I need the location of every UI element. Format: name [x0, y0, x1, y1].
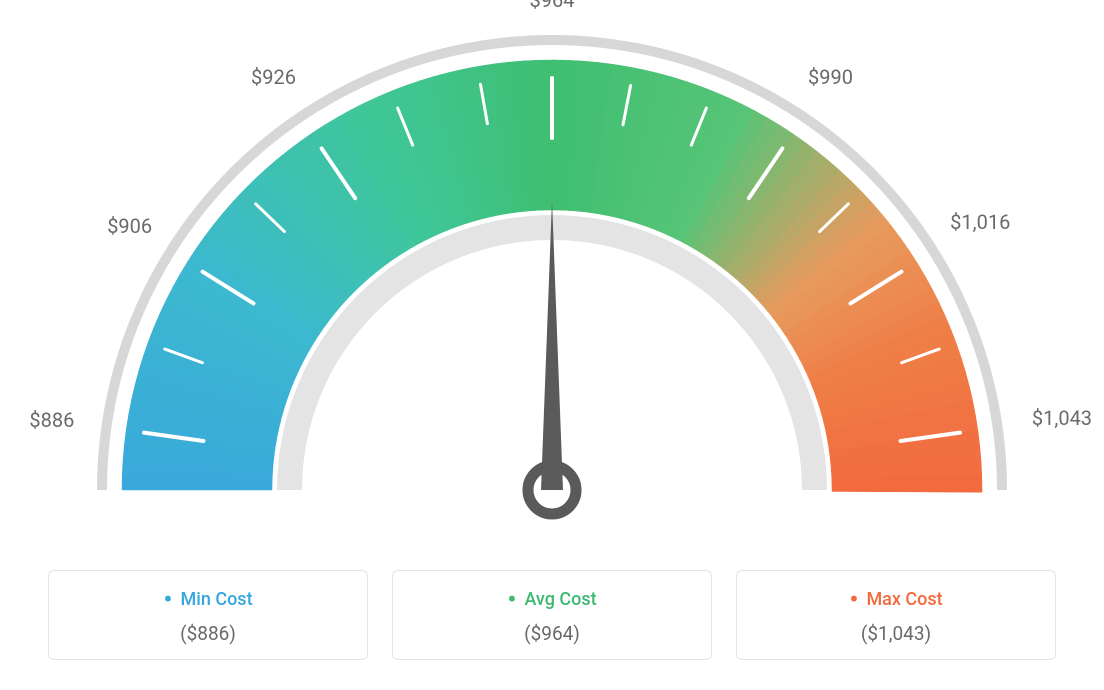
- gauge-tick-label: $906: [107, 214, 152, 238]
- gauge-tick-label: $1,016: [950, 210, 1010, 234]
- legend-min-label: Min Cost: [163, 589, 252, 610]
- legend-card-max: Max Cost ($1,043): [736, 570, 1056, 660]
- legend-card-avg: Avg Cost ($964): [392, 570, 712, 660]
- legend-max-value: ($1,043): [749, 622, 1043, 645]
- gauge-tick-label: $1,043: [1032, 406, 1092, 430]
- gauge-chart: $886 $906 $926 $964 $990 $1,016 $1,043: [0, 0, 1104, 560]
- gauge-tick-label: $926: [251, 65, 296, 89]
- gauge-tick-label: $886: [29, 408, 74, 432]
- gauge-svg: [0, 0, 1104, 560]
- legend-min-value: ($886): [61, 622, 355, 645]
- gauge-tick-label: $990: [808, 65, 853, 89]
- legend-card-min: Min Cost ($886): [48, 570, 368, 660]
- legend-max-label: Max Cost: [849, 589, 942, 610]
- legend-avg-value: ($964): [405, 622, 699, 645]
- legend-row: Min Cost ($886) Avg Cost ($964) Max Cost…: [0, 570, 1104, 660]
- gauge-tick-label: $964: [530, 0, 575, 12]
- legend-avg-label: Avg Cost: [507, 589, 596, 610]
